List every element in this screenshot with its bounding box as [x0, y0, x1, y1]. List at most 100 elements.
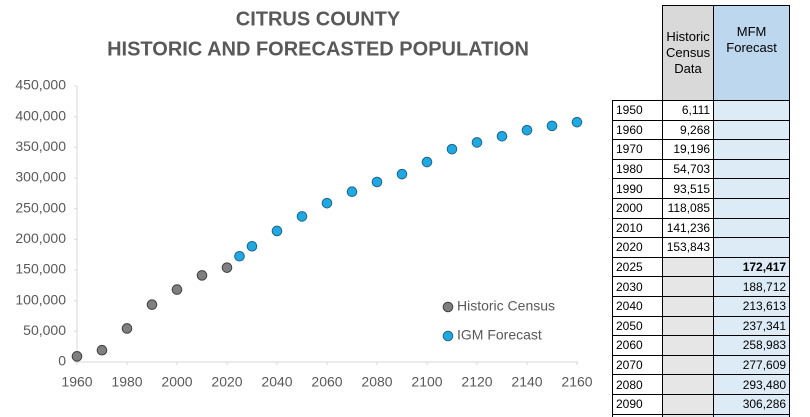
table-row: 2010 141,236 — [612, 217, 791, 239]
y-tick-label: 50,000 — [23, 322, 66, 338]
cell — [713, 139, 791, 160]
table-row: 2030 188,712 — [612, 276, 791, 297]
cell: 213,613 — [713, 295, 791, 317]
corner — [613, 6, 663, 101]
y-tick-label: 200,000 — [15, 230, 66, 246]
table-row: 2050 237,341 — [612, 315, 791, 337]
x-tick-label: 1960 — [61, 374, 92, 390]
row-label: 2010 — [612, 217, 663, 239]
chart-title: HISTORIC AND FORECASTED POPULATION — [107, 38, 529, 60]
point — [321, 197, 333, 209]
x-tick-label: 1980 — [111, 374, 142, 390]
point — [496, 130, 508, 142]
table-row: 2090 306,286 — [612, 393, 791, 415]
x-tick-label: 2040 — [261, 374, 292, 390]
table-row: 2040 213,613 — [612, 295, 791, 317]
row-label: 2060 — [612, 335, 663, 356]
table-row: 2020 153,843 — [612, 237, 791, 258]
cell — [713, 100, 791, 121]
cell — [661, 335, 715, 356]
cell: 237,341 — [713, 315, 791, 337]
table-row: Buildout392,093 — [612, 413, 791, 417]
cell: 9,268 — [661, 119, 715, 141]
legend-label: Historic Census — [457, 298, 555, 314]
cell — [661, 315, 715, 337]
y-tick-label: 350,000 — [15, 138, 66, 154]
legend-marker — [442, 330, 454, 342]
table-row: 2000 118,085 — [612, 197, 791, 219]
y-tick-label: 100,000 — [15, 291, 66, 307]
point — [221, 262, 233, 273]
row-label: 1960 — [612, 119, 663, 141]
row-label: 2040 — [612, 295, 663, 317]
y-tick-label: 0 — [58, 353, 66, 369]
row-label: 1950 — [612, 100, 663, 121]
cell — [713, 119, 791, 141]
point — [371, 176, 383, 188]
cell — [713, 197, 791, 219]
x-tick-label: 2060 — [311, 374, 342, 390]
y-tick-label: 400,000 — [15, 107, 66, 123]
table-row: 2060 258,983 — [612, 335, 791, 356]
cell: 93,515 — [661, 178, 715, 199]
point — [421, 156, 433, 168]
x-tick-label: 2080 — [361, 374, 392, 390]
cell: 258,983 — [713, 335, 791, 356]
x-tick-label: 2120 — [461, 374, 492, 390]
cell: 293,480 — [713, 374, 791, 395]
header-cell: Historic Census Data — [661, 5, 715, 101]
cell: 6,111 — [661, 100, 715, 121]
table-row: 1960 9,268 — [612, 119, 791, 141]
table-row: 2070 277,609 — [612, 354, 791, 376]
table-row: 1980 54,703 — [612, 158, 791, 180]
cell: 153,843 — [661, 237, 715, 258]
point — [196, 270, 208, 281]
row-label: 2000 — [612, 197, 663, 219]
cell: 19,196 — [661, 139, 715, 160]
x-tick-label: 2000 — [161, 374, 192, 390]
row-label: 1980 — [612, 158, 663, 180]
cell — [713, 237, 791, 258]
row-label: 1970 — [612, 139, 663, 160]
y-tick-label: 150,000 — [15, 261, 66, 277]
row-label: 2020 — [612, 237, 663, 258]
chart-title: CITRUS COUNTY — [236, 8, 401, 30]
cell — [661, 276, 715, 297]
point — [271, 225, 283, 237]
point — [521, 124, 533, 136]
header-cell: MFM Forecast — [713, 5, 791, 101]
point — [71, 351, 83, 362]
point — [296, 211, 308, 222]
chart: CITRUS COUNTY HISTORIC AND FORECASTED PO… — [15, 8, 592, 390]
table-row: 2080 293,480 — [612, 374, 791, 395]
row-label: 2090 — [612, 393, 663, 415]
point — [346, 186, 358, 198]
point — [146, 299, 158, 310]
cell — [661, 256, 715, 278]
table: Historic Census Data MFM Forecast 1950 6,… — [612, 5, 791, 417]
cell — [661, 374, 715, 395]
y-tick-label: 250,000 — [15, 199, 66, 215]
point — [234, 250, 245, 262]
point — [396, 168, 408, 180]
cell — [661, 295, 715, 317]
row-label: 2080 — [612, 374, 663, 395]
table-row: 1970 19,196 — [612, 139, 791, 160]
cell: 172,417 — [713, 256, 791, 278]
row-label: 2050 — [612, 315, 663, 337]
cell — [661, 413, 715, 417]
cell — [713, 158, 791, 180]
point — [96, 344, 108, 356]
x-tick-label: 2160 — [561, 374, 592, 390]
cell: 54,703 — [661, 158, 715, 180]
cell — [661, 393, 715, 415]
row-label: 2025 — [612, 256, 663, 278]
legend-marker — [442, 301, 454, 313]
cell: 306,286 — [713, 393, 791, 415]
legend-label: IGM Forecast — [457, 327, 542, 343]
x-tick-label: 2020 — [211, 374, 242, 390]
cell: 277,609 — [713, 354, 791, 376]
x-tick-label: 2100 — [411, 374, 442, 390]
table-row: 2025 172,417 — [612, 256, 791, 278]
